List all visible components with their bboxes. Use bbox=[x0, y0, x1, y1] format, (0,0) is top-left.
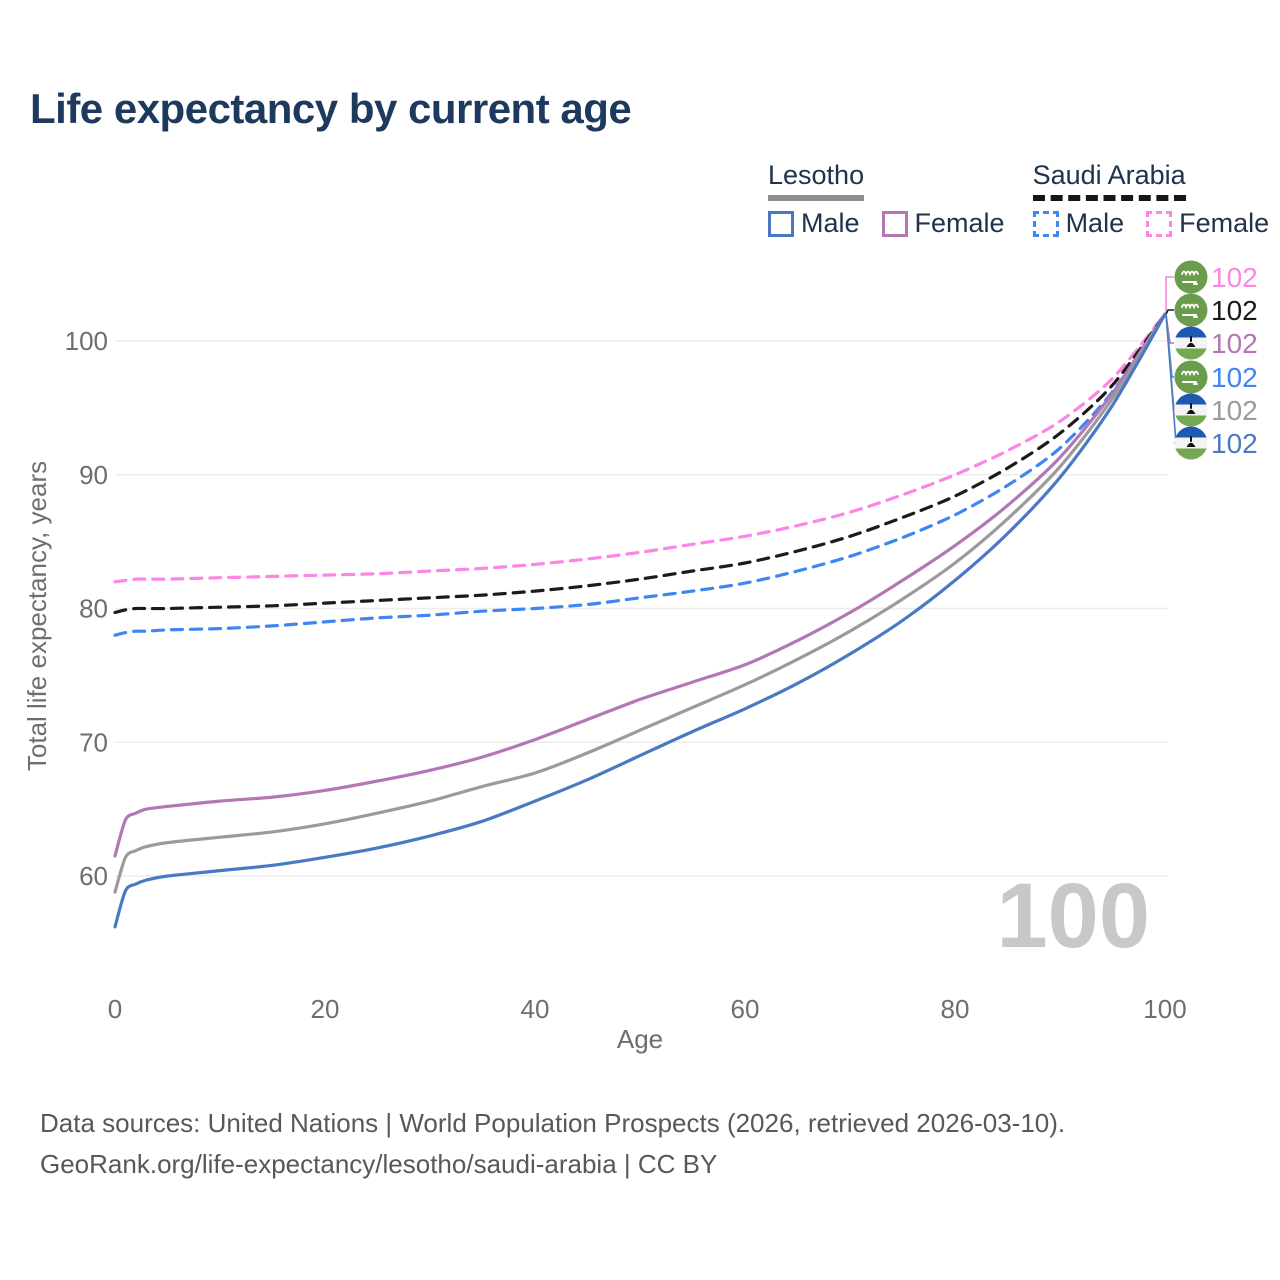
x-axis-title: Age bbox=[617, 1024, 663, 1054]
y-tick-label-60: 60 bbox=[79, 861, 108, 891]
y-axis-ticks: 60 70 80 90 100 bbox=[65, 326, 108, 891]
end-label-value-lesotho-total: 102 bbox=[1211, 395, 1258, 426]
leader-line-saudi-arabia-female bbox=[1165, 276, 1174, 315]
lesotho-male-swatch-icon bbox=[768, 210, 794, 237]
y-tick-label-80: 80 bbox=[79, 594, 108, 624]
legend-item-label: Male bbox=[801, 208, 860, 238]
legend-item-label: Male bbox=[1065, 208, 1125, 238]
saudi-sword-glyph bbox=[1182, 314, 1198, 318]
x-tick-label-20: 20 bbox=[311, 994, 340, 1024]
series-line-lesotho-total bbox=[113, 312, 1167, 894]
saudi-sword-glyph bbox=[1182, 281, 1198, 285]
series-line-saudi-arabia-female bbox=[113, 312, 1167, 584]
end-label-lesotho-female bbox=[1174, 326, 1208, 360]
legend-header-saudi-arabia: Saudi Arabia bbox=[1032, 160, 1186, 201]
end-label-saudi-arabia-total bbox=[1174, 293, 1208, 327]
flag-icon-saudi-arabia bbox=[1174, 260, 1208, 294]
end-label-saudi-arabia-female bbox=[1174, 260, 1208, 294]
x-tick-label-100: 100 bbox=[1143, 994, 1186, 1024]
end-label-saudi-arabia-male bbox=[1174, 360, 1208, 394]
end-label-value-lesotho-female: 102 bbox=[1211, 328, 1258, 359]
saudi-script-glyph bbox=[1181, 370, 1199, 377]
saudi-flag-circle bbox=[1174, 260, 1208, 294]
footer-data-sources: Data sources: United Nations | World Pop… bbox=[40, 1108, 1066, 1138]
lesotho-green-stripe bbox=[1174, 448, 1208, 460]
flag-icon-saudi-arabia bbox=[1174, 293, 1208, 327]
y-tick-label-100: 100 bbox=[65, 326, 108, 356]
legend: Lesotho Male Female Saudi Arabia Male bbox=[768, 160, 1269, 239]
x-tick-label-40: 40 bbox=[521, 994, 550, 1024]
legend-item-lesotho-male[interactable]: Male bbox=[768, 208, 860, 239]
saudi-script-glyph bbox=[1181, 303, 1199, 310]
legend-item-saudi-arabia-male[interactable]: Male bbox=[1032, 208, 1125, 239]
gridlines bbox=[115, 340, 1168, 877]
saudi-flag-circle bbox=[1174, 360, 1208, 394]
saudi-script-glyph bbox=[1181, 270, 1199, 277]
legend-header-lesotho: Lesotho bbox=[768, 160, 865, 201]
page-title: Life expectancy by current age bbox=[30, 85, 632, 132]
leader-line-saudi-arabia-total bbox=[1165, 309, 1174, 315]
lesotho-stripes bbox=[1174, 393, 1208, 427]
lesotho-blue-stripe bbox=[1174, 426, 1208, 438]
end-label-lesotho-total bbox=[1174, 393, 1208, 427]
legend-item-label: Female bbox=[914, 208, 1005, 238]
lesotho-stripes bbox=[1174, 326, 1208, 360]
saudi-sword-glyph bbox=[1182, 381, 1198, 385]
footer-attribution: GeoRank.org/life-expectancy/lesotho/saud… bbox=[40, 1149, 718, 1179]
end-label-value-saudi-arabia-total: 102 bbox=[1211, 295, 1258, 326]
lesotho-female-swatch-icon bbox=[881, 210, 908, 237]
lesotho-green-stripe bbox=[1174, 348, 1208, 360]
legend-item-label: Female bbox=[1179, 208, 1270, 238]
age-counter-watermark: 100 bbox=[997, 865, 1151, 967]
x-tick-label-60: 60 bbox=[731, 994, 760, 1024]
series-line-lesotho-female bbox=[113, 312, 1167, 858]
lesotho-hat-glyph bbox=[1186, 409, 1196, 414]
flag-icon-lesotho bbox=[1174, 326, 1208, 360]
lesotho-stripes bbox=[1174, 426, 1208, 460]
lesotho-hat-glyph bbox=[1186, 442, 1196, 447]
x-axis-ticks: 0 20 40 60 80 100 bbox=[108, 994, 1187, 1024]
series-line-saudi-arabia-total bbox=[113, 312, 1167, 615]
footer: Data sources: United Nations | World Pop… bbox=[40, 1103, 1065, 1185]
saudi-arabia-female-swatch-icon bbox=[1146, 210, 1173, 237]
end-label-lesotho-male bbox=[1174, 426, 1208, 460]
legend-items-lesotho: Male Female bbox=[768, 208, 1005, 239]
legend-items-saudi-arabia: Male Female bbox=[1032, 208, 1269, 239]
flag-icon-lesotho bbox=[1174, 393, 1208, 427]
lesotho-hat-glyph bbox=[1186, 342, 1196, 347]
x-tick-label-80: 80 bbox=[941, 994, 970, 1024]
end-label-value-lesotho-male: 102 bbox=[1211, 428, 1258, 459]
saudi-flag-circle bbox=[1174, 293, 1208, 327]
end-label-value-saudi-arabia-female: 102 bbox=[1211, 262, 1258, 293]
series-line-lesotho-male bbox=[113, 312, 1167, 929]
legend-group-saudi-arabia: Saudi Arabia Male Female bbox=[1032, 160, 1269, 239]
y-axis-title: Total life expectancy, years bbox=[22, 461, 52, 771]
saudi-arabia-male-swatch-icon bbox=[1032, 210, 1059, 237]
lesotho-blue-stripe bbox=[1174, 326, 1208, 338]
legend-group-lesotho: Lesotho Male Female bbox=[768, 160, 1005, 239]
y-tick-label-90: 90 bbox=[79, 460, 108, 490]
flag-icon-saudi-arabia bbox=[1174, 360, 1208, 394]
lesotho-green-stripe bbox=[1174, 415, 1208, 427]
legend-item-saudi-arabia-female[interactable]: Female bbox=[1146, 208, 1269, 239]
x-tick-label-0: 0 bbox=[108, 994, 122, 1024]
leader-line-lesotho-male bbox=[1165, 314, 1177, 444]
series-line-saudi-arabia-male bbox=[113, 312, 1167, 637]
y-tick-label-70: 70 bbox=[79, 727, 108, 757]
series-lines bbox=[113, 312, 1167, 929]
lesotho-blue-stripe bbox=[1174, 393, 1208, 405]
end-label-value-saudi-arabia-male: 102 bbox=[1211, 362, 1258, 393]
legend-item-lesotho-female[interactable]: Female bbox=[881, 208, 1005, 239]
flag-icon-lesotho bbox=[1174, 426, 1208, 460]
